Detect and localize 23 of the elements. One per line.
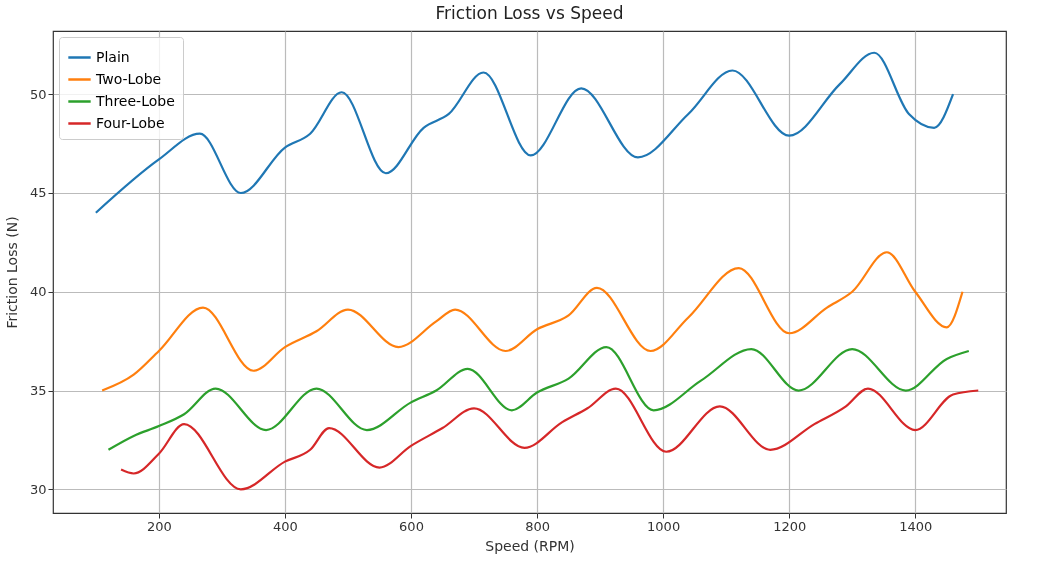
x-tick-label: 800 (525, 518, 550, 534)
legend-label: Four-Lobe (96, 114, 165, 131)
y-axis-title: Friction Loss (N) (3, 216, 20, 329)
legend-label: Two-Lobe (95, 70, 162, 87)
x-tick-label: 1400 (899, 518, 933, 534)
x-tick-label: 1000 (647, 518, 681, 534)
legend-label: Three-Lobe (95, 92, 175, 109)
y-tick-label: 45 (29, 185, 47, 201)
legend-label: Plain (96, 48, 130, 65)
x-tick-label: 400 (273, 518, 298, 534)
y-tick-label: 30 (29, 481, 47, 497)
x-tick-label: 1200 (773, 518, 807, 534)
x-axis-title: Speed (RPM) (485, 537, 575, 554)
chart-title: Friction Loss vs Speed (435, 3, 624, 23)
line-series (119, 387, 980, 491)
x-tick-label: 200 (146, 518, 172, 534)
y-tick-label: 35 (29, 383, 47, 399)
x-tick-label: 600 (399, 518, 424, 534)
line-series (107, 345, 970, 451)
line-series (101, 251, 964, 392)
y-tick-label: 50 (29, 86, 47, 102)
line-series (94, 51, 955, 214)
y-tick-label: 40 (29, 284, 47, 300)
